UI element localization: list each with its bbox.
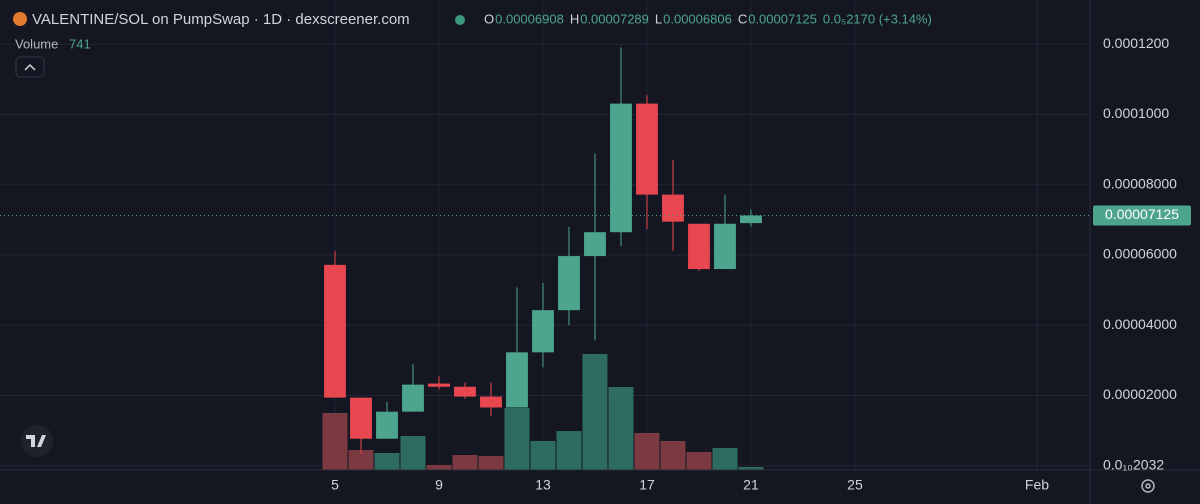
x-tick-label: 9 — [435, 477, 443, 493]
x-tick-label: 13 — [535, 477, 551, 493]
volume-bar — [608, 387, 634, 470]
x-tick-label: 21 — [743, 477, 759, 493]
y-tick-label: 0.0001200 — [1103, 35, 1169, 51]
candle-body — [480, 396, 502, 408]
ohlc-key: L — [655, 11, 662, 26]
ohlc-key: O — [484, 11, 494, 26]
candle-body — [636, 103, 658, 195]
ohlc-key: H — [570, 11, 579, 26]
volume-bar — [322, 413, 348, 470]
volume-layer — [322, 354, 764, 470]
collapse-button[interactable] — [15, 56, 45, 78]
y-tick-label: 0.0₁₀2032 — [1103, 456, 1164, 472]
candle-body — [558, 256, 580, 311]
volume-bar — [504, 408, 530, 470]
x-tick-label: 5 — [331, 477, 339, 493]
volume-bar — [660, 441, 686, 470]
change-label: 0.0₅2170 (+3.14%) — [823, 11, 932, 26]
ohlc-value: 0.00006806 — [663, 11, 732, 26]
last-price-label: 0.00007125 — [1105, 206, 1179, 222]
x-tick-label: 17 — [639, 477, 655, 493]
ohlc-key: C — [738, 11, 747, 26]
candle-body — [740, 215, 762, 224]
volume-bar — [478, 456, 504, 470]
candle-body — [662, 194, 684, 222]
y-tick-label: 0.00002000 — [1103, 386, 1177, 402]
collapse-icon — [24, 63, 36, 71]
volume-bar — [374, 453, 400, 470]
chart-title: VALENTINE/SOL on PumpSwap · 1D · dexscre… — [32, 11, 410, 28]
y-tick-label: 0.00006000 — [1103, 246, 1177, 262]
volume-bar — [530, 441, 556, 470]
candle-body — [584, 232, 606, 257]
candle-body — [714, 223, 736, 270]
y-tick-label: 0.0001000 — [1103, 105, 1169, 121]
volume-bar — [556, 431, 582, 470]
status-dot — [455, 15, 465, 25]
token-icon — [13, 12, 27, 26]
candle-body — [610, 103, 632, 233]
x-tick-label: Feb — [1025, 477, 1049, 493]
y-tick-label: 0.00008000 — [1103, 175, 1177, 191]
candle-layer — [324, 47, 762, 454]
x-tick-label: 25 — [847, 477, 863, 493]
candle-body — [428, 383, 450, 387]
volume-label: Volume — [15, 36, 58, 51]
ohlc-value: 0.00007125 — [748, 11, 817, 26]
tradingview-logo — [21, 425, 53, 457]
volume-bar — [738, 467, 764, 470]
y-tick-label: 0.00004000 — [1103, 316, 1177, 332]
candle-body — [688, 223, 710, 270]
ohlc-value: 0.00006908 — [495, 11, 564, 26]
ohlc-legend: O 0.00006908 H 0.00007289 L 0.00006806 C 0.0000… — [484, 11, 932, 26]
candle-body — [376, 411, 398, 439]
last-price-tag — [1093, 205, 1191, 226]
volume-bar — [426, 465, 452, 470]
volume-bar — [686, 452, 712, 470]
volume-bar — [582, 354, 608, 470]
ohlc-value: 0.00007289 — [580, 11, 649, 26]
volume-bar — [634, 433, 660, 470]
candle-body — [402, 384, 424, 412]
candle-body — [350, 397, 372, 439]
volume-value: 741 — [69, 36, 91, 51]
candle-body — [454, 386, 476, 397]
candle-body — [506, 352, 528, 408]
candle-body — [532, 310, 554, 353]
volume-bar — [348, 450, 374, 470]
volume-bar — [452, 455, 478, 470]
candle-body — [324, 264, 346, 398]
volume-bar — [712, 448, 738, 470]
settings-icon[interactable] — [1141, 479, 1155, 493]
volume-bar — [400, 436, 426, 470]
